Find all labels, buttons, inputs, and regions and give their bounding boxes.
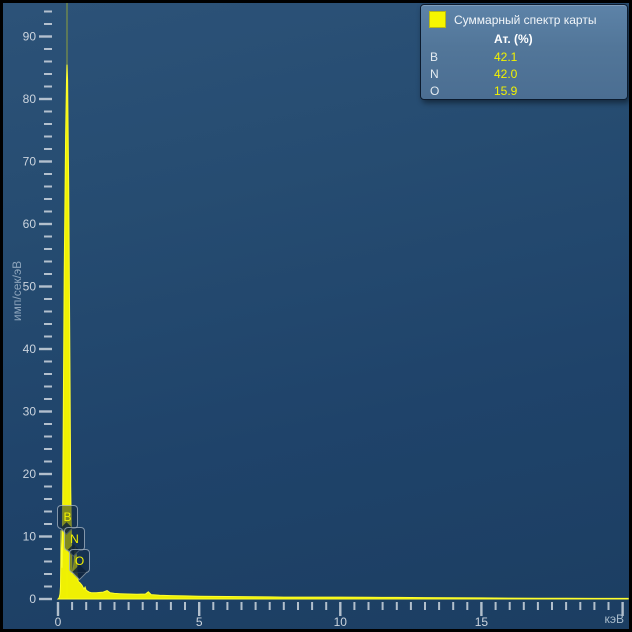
element-label-O[interactable]: O [69, 549, 90, 581]
x-axis-unit-label: кэВ [604, 612, 624, 626]
x-tick-label: 10 [334, 615, 348, 629]
legend-row: N 42.0 [421, 65, 627, 82]
legend-panel: Суммарный спектр карты Ат. (%) B 42.1 N … [420, 4, 628, 100]
legend-row: O 15.9 [421, 82, 627, 99]
spectrum-area [56, 64, 629, 600]
y-tick-label: 90 [23, 30, 37, 44]
y-tick-label: 30 [23, 405, 37, 419]
x-tick-label: 15 [475, 615, 489, 629]
element-symbol: N [70, 532, 79, 546]
legend-color-swatch [429, 11, 446, 28]
element-symbol: O [74, 554, 85, 568]
legend-row: B 42.1 [421, 48, 627, 65]
legend-element-value: 42.1 [494, 49, 518, 64]
y-tick-label: 40 [23, 342, 37, 356]
legend-element-value: 42.0 [494, 66, 518, 81]
element-label-N[interactable]: N [64, 527, 85, 557]
legend-element-name: B [430, 49, 439, 64]
y-tick-label: 20 [23, 467, 37, 481]
legend-column-header: Ат. (%) [494, 32, 533, 46]
spectrum-chart: 0 10 20 30 40 50 60 70 80 90 0 5 10 15 имп/сек/эВ кэВ… [3, 3, 629, 629]
y-tick-label: 60 [23, 217, 37, 231]
y-tick-label: 0 [29, 592, 36, 606]
element-symbol: B [63, 510, 72, 524]
y-tick-label: 70 [23, 155, 37, 169]
y-tick-label: 80 [23, 92, 37, 106]
legend-element-value: 15.9 [494, 83, 518, 98]
legend-title-row[interactable]: Суммарный спектр карты [421, 5, 627, 30]
y-tick-label: 50 [23, 280, 37, 294]
legend-element-name: O [430, 83, 440, 98]
x-tick-label: 5 [196, 615, 203, 629]
legend-element-name: N [430, 66, 439, 81]
element-label-B[interactable]: B [57, 505, 78, 535]
spectrum-plot: 0 10 20 30 40 50 60 70 80 90 0 5 10 15 [23, 3, 629, 629]
x-tick-label: 0 [55, 615, 62, 629]
y-axis-unit-label: имп/сек/эВ [10, 260, 24, 322]
y-tick-label: 10 [23, 530, 37, 544]
legend-title: Суммарный спектр карты [454, 12, 597, 27]
